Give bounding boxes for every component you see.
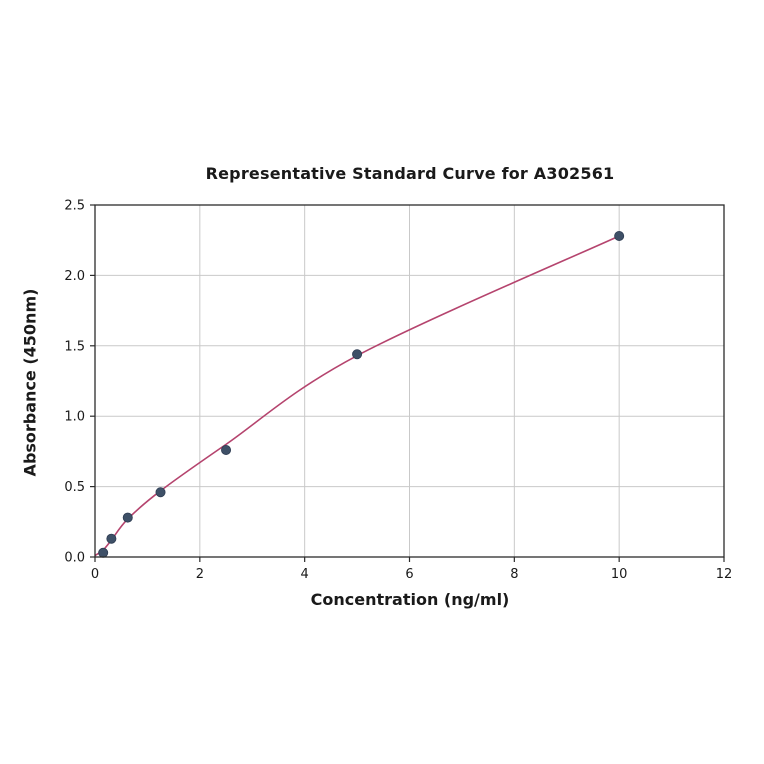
- fitted-curve-line: [94, 235, 620, 557]
- y-tick-label: 1.0: [64, 410, 85, 425]
- x-axis-label: Concentration (ng/ml): [310, 590, 510, 609]
- x-tick-label: 10: [611, 567, 628, 582]
- data-point: [352, 349, 363, 360]
- y-tick-label: 1.5: [64, 339, 85, 354]
- x-tick-label: 2: [196, 567, 204, 582]
- data-point: [221, 444, 232, 455]
- x-tick-label: 6: [405, 567, 413, 582]
- x-tick-label: 4: [301, 567, 309, 582]
- data-point: [614, 230, 625, 241]
- y-tick-label: 0.5: [64, 480, 85, 495]
- data-point: [155, 487, 166, 498]
- x-tick-label: 12: [716, 567, 733, 582]
- x-tick-label: 0: [91, 567, 99, 582]
- x-tick-label: 8: [510, 567, 518, 582]
- data-point: [122, 512, 133, 523]
- data-point: [98, 547, 109, 558]
- y-tick-label: 2.5: [64, 199, 85, 214]
- chart-title: Representative Standard Curve for A30256…: [205, 164, 615, 183]
- y-tick-label: 2.0: [64, 269, 85, 284]
- data-point: [106, 533, 117, 544]
- y-axis-label: Absorbance (450nm): [20, 288, 40, 477]
- y-tick-label: 0.0: [64, 551, 85, 566]
